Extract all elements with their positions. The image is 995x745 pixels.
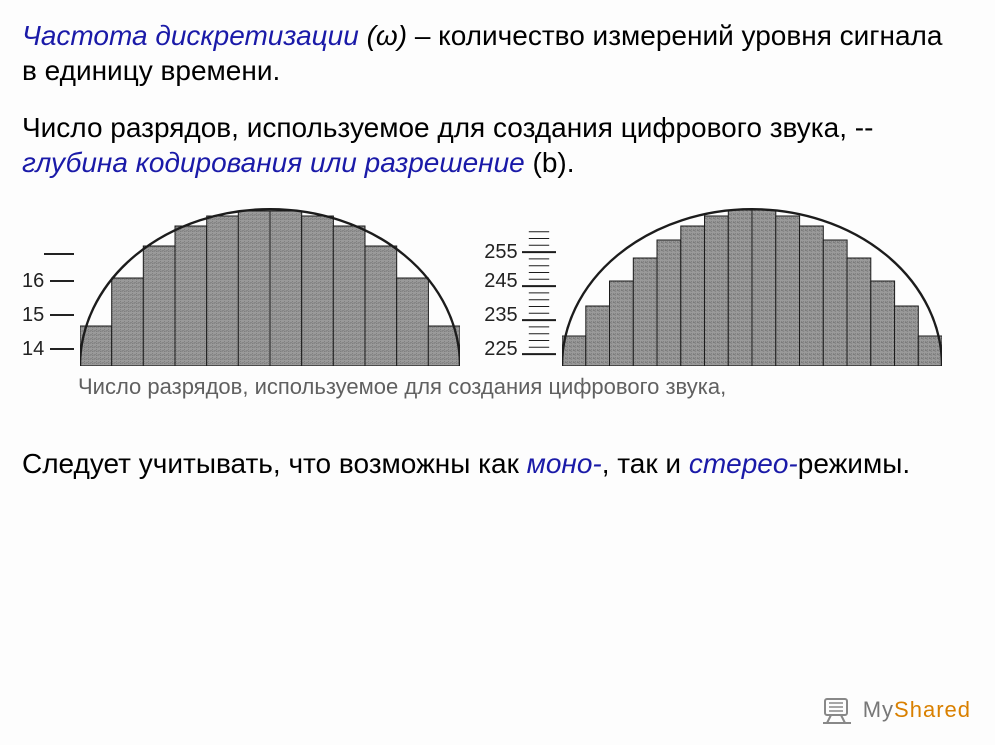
diagram-row: 161514 255245235225 xyxy=(22,206,965,366)
right-chart-yaxis-labels: 255245235225 xyxy=(484,206,521,366)
right-scale-label: 255 xyxy=(484,240,517,264)
right-scale-label: 225 xyxy=(484,332,517,366)
left-scale-label: 16 xyxy=(22,264,74,298)
term-bit-depth: глубина кодирования или разрешение xyxy=(22,147,525,178)
left-chart-svg xyxy=(80,206,460,366)
right-scale-label: 245 xyxy=(484,264,517,298)
left-chart-yaxis: 161514 xyxy=(22,206,80,366)
right-chart-yaxis-ruler xyxy=(522,206,556,366)
ms-mid: , так и xyxy=(602,448,689,479)
right-chart-svg xyxy=(562,206,942,366)
projector-icon xyxy=(821,695,855,725)
ms-pre: Следует учитывать, что возможны как xyxy=(22,448,527,479)
paragraph-mono-stereo: Следует учитывать, что возможны как моно… xyxy=(22,446,965,481)
left-scale-label: 15 xyxy=(22,298,74,332)
watermark-my: My xyxy=(863,697,894,723)
diagram-caption: Число разрядов, используемое для создани… xyxy=(22,374,965,400)
left-scale-label: 14 xyxy=(22,332,74,366)
ms-tail: режимы. xyxy=(798,448,910,479)
symbol-omega: (ω) xyxy=(359,20,415,51)
bit-depth-pre: Число разрядов, используемое для создани… xyxy=(22,112,873,143)
term-stereo: стерео- xyxy=(689,448,798,479)
right-scale-label: 235 xyxy=(484,298,517,332)
paragraph-sampling-rate: Частота дискретизации (ω) – количество и… xyxy=(22,18,965,88)
right-chart xyxy=(562,206,942,366)
term-sampling-rate: Частота дискретизации xyxy=(22,20,359,51)
slide: Частота дискретизации (ω) – количество и… xyxy=(0,0,995,745)
bit-depth-tail: (b). xyxy=(525,147,575,178)
paragraph-bit-depth: Число разрядов, используемое для создани… xyxy=(22,110,965,180)
right-chart-yaxis: 255245235225 xyxy=(484,206,555,366)
watermark: MyShared xyxy=(821,695,971,725)
left-chart xyxy=(80,206,460,366)
watermark-shared: Shared xyxy=(894,697,971,723)
term-mono: моно- xyxy=(527,448,602,479)
left-scale-tick xyxy=(44,244,74,264)
